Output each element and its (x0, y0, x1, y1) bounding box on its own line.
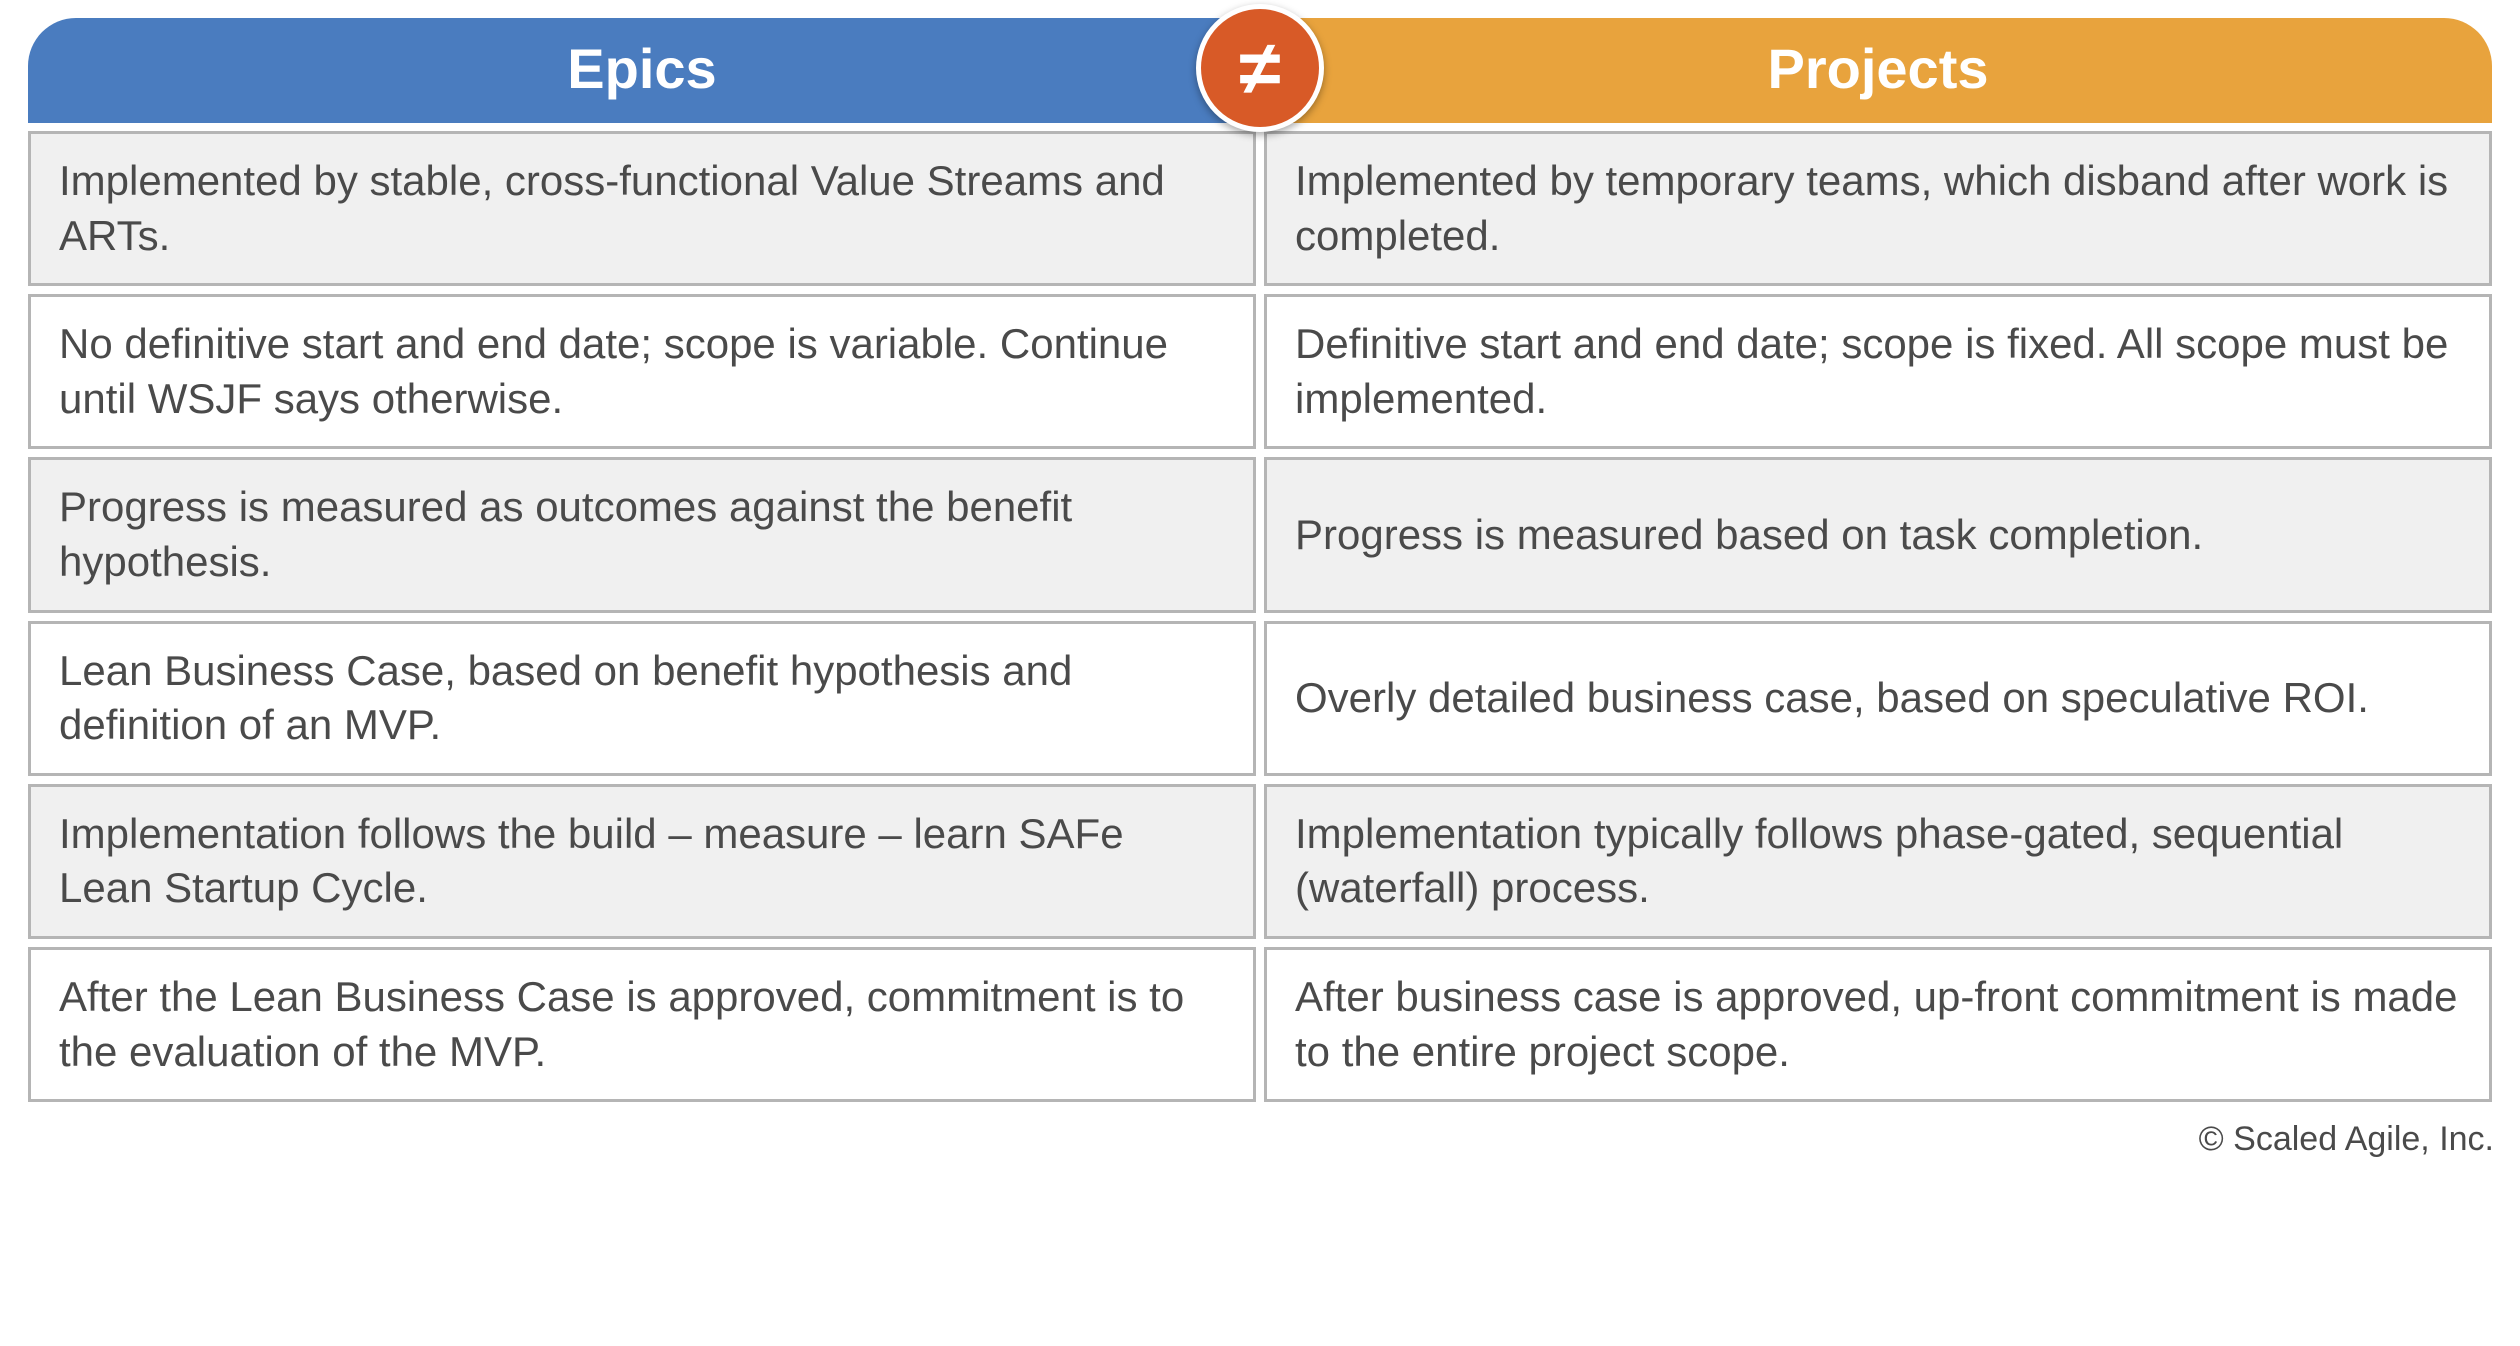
table-row: Lean Business Case, based on benefit hyp… (28, 621, 2492, 776)
table-row: Progress is measured as outcomes against… (28, 457, 2492, 612)
projects-cell: Definitive start and end date; scope is … (1264, 294, 2492, 449)
copyright-text: © Scaled Agile, Inc. (20, 1110, 2500, 1159)
table-row: No definitive start and end date; scope … (28, 294, 2492, 449)
comparison-table-container: ≠ Epics Projects Implemented by stable, … (20, 10, 2500, 1110)
column-header-projects: Projects (1264, 18, 2492, 123)
column-header-epics: Epics (28, 18, 1256, 123)
comparison-table: Epics Projects Implemented by stable, cr… (20, 10, 2500, 1110)
projects-cell: Overly detailed business case, based on … (1264, 621, 2492, 776)
epics-cell: Implementation follows the build – measu… (28, 784, 1256, 939)
epics-cell: Lean Business Case, based on benefit hyp… (28, 621, 1256, 776)
table-row: Implemented by stable, cross-functional … (28, 131, 2492, 286)
projects-cell: Progress is measured based on task compl… (1264, 457, 2492, 612)
table-row: Implementation follows the build – measu… (28, 784, 2492, 939)
projects-cell: Implementation typically follows phase-g… (1264, 784, 2492, 939)
epics-cell: Progress is measured as outcomes against… (28, 457, 1256, 612)
epics-cell: After the Lean Business Case is approved… (28, 947, 1256, 1102)
epics-cell: Implemented by stable, cross-functional … (28, 131, 1256, 286)
epics-cell: No definitive start and end date; scope … (28, 294, 1256, 449)
projects-cell: Implemented by temporary teams, which di… (1264, 131, 2492, 286)
projects-cell: After business case is approved, up-fron… (1264, 947, 2492, 1102)
table-row: After the Lean Business Case is approved… (28, 947, 2492, 1102)
not-equal-icon: ≠ (1196, 4, 1324, 132)
